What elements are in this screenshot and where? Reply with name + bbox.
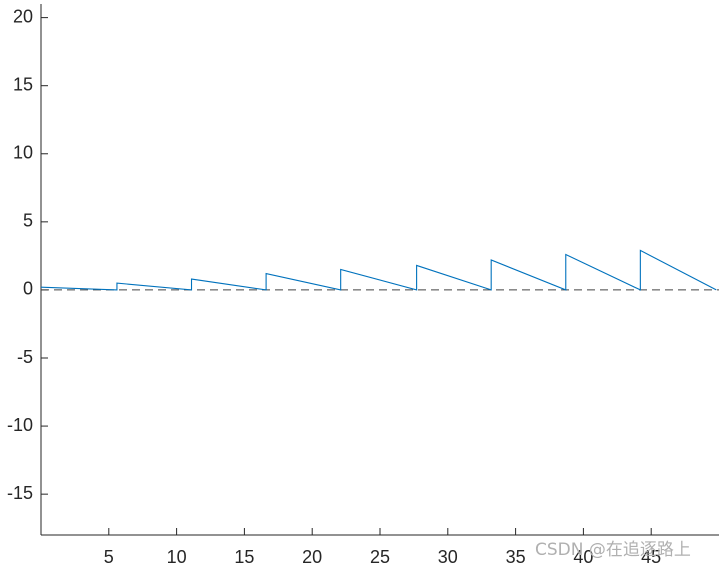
x-tick-label: 30: [438, 547, 458, 567]
x-tick-label: 25: [370, 547, 390, 567]
y-tick-label: 20: [13, 6, 33, 26]
y-tick-label: 0: [23, 279, 33, 299]
data-line: [40, 249, 717, 291]
y-tick-label: -10: [7, 415, 33, 435]
watermark: CSDN @在追逐路上: [535, 540, 691, 560]
x-tick-label: 10: [167, 547, 187, 567]
y-tick-label: 5: [23, 211, 33, 231]
x-tick-label: 40: [573, 547, 593, 567]
y-tick-label: 15: [13, 74, 33, 94]
y-tick-label: -5: [17, 347, 33, 367]
y-tick-label: 10: [13, 143, 33, 163]
x-tick-label: 15: [234, 547, 254, 567]
y-tick-label: -15: [7, 483, 33, 503]
x-tick-label: 45: [641, 547, 661, 567]
x-tick-label: 5: [104, 547, 114, 567]
x-tick-label: 20: [302, 547, 322, 567]
x-tick-label: 35: [506, 547, 526, 567]
